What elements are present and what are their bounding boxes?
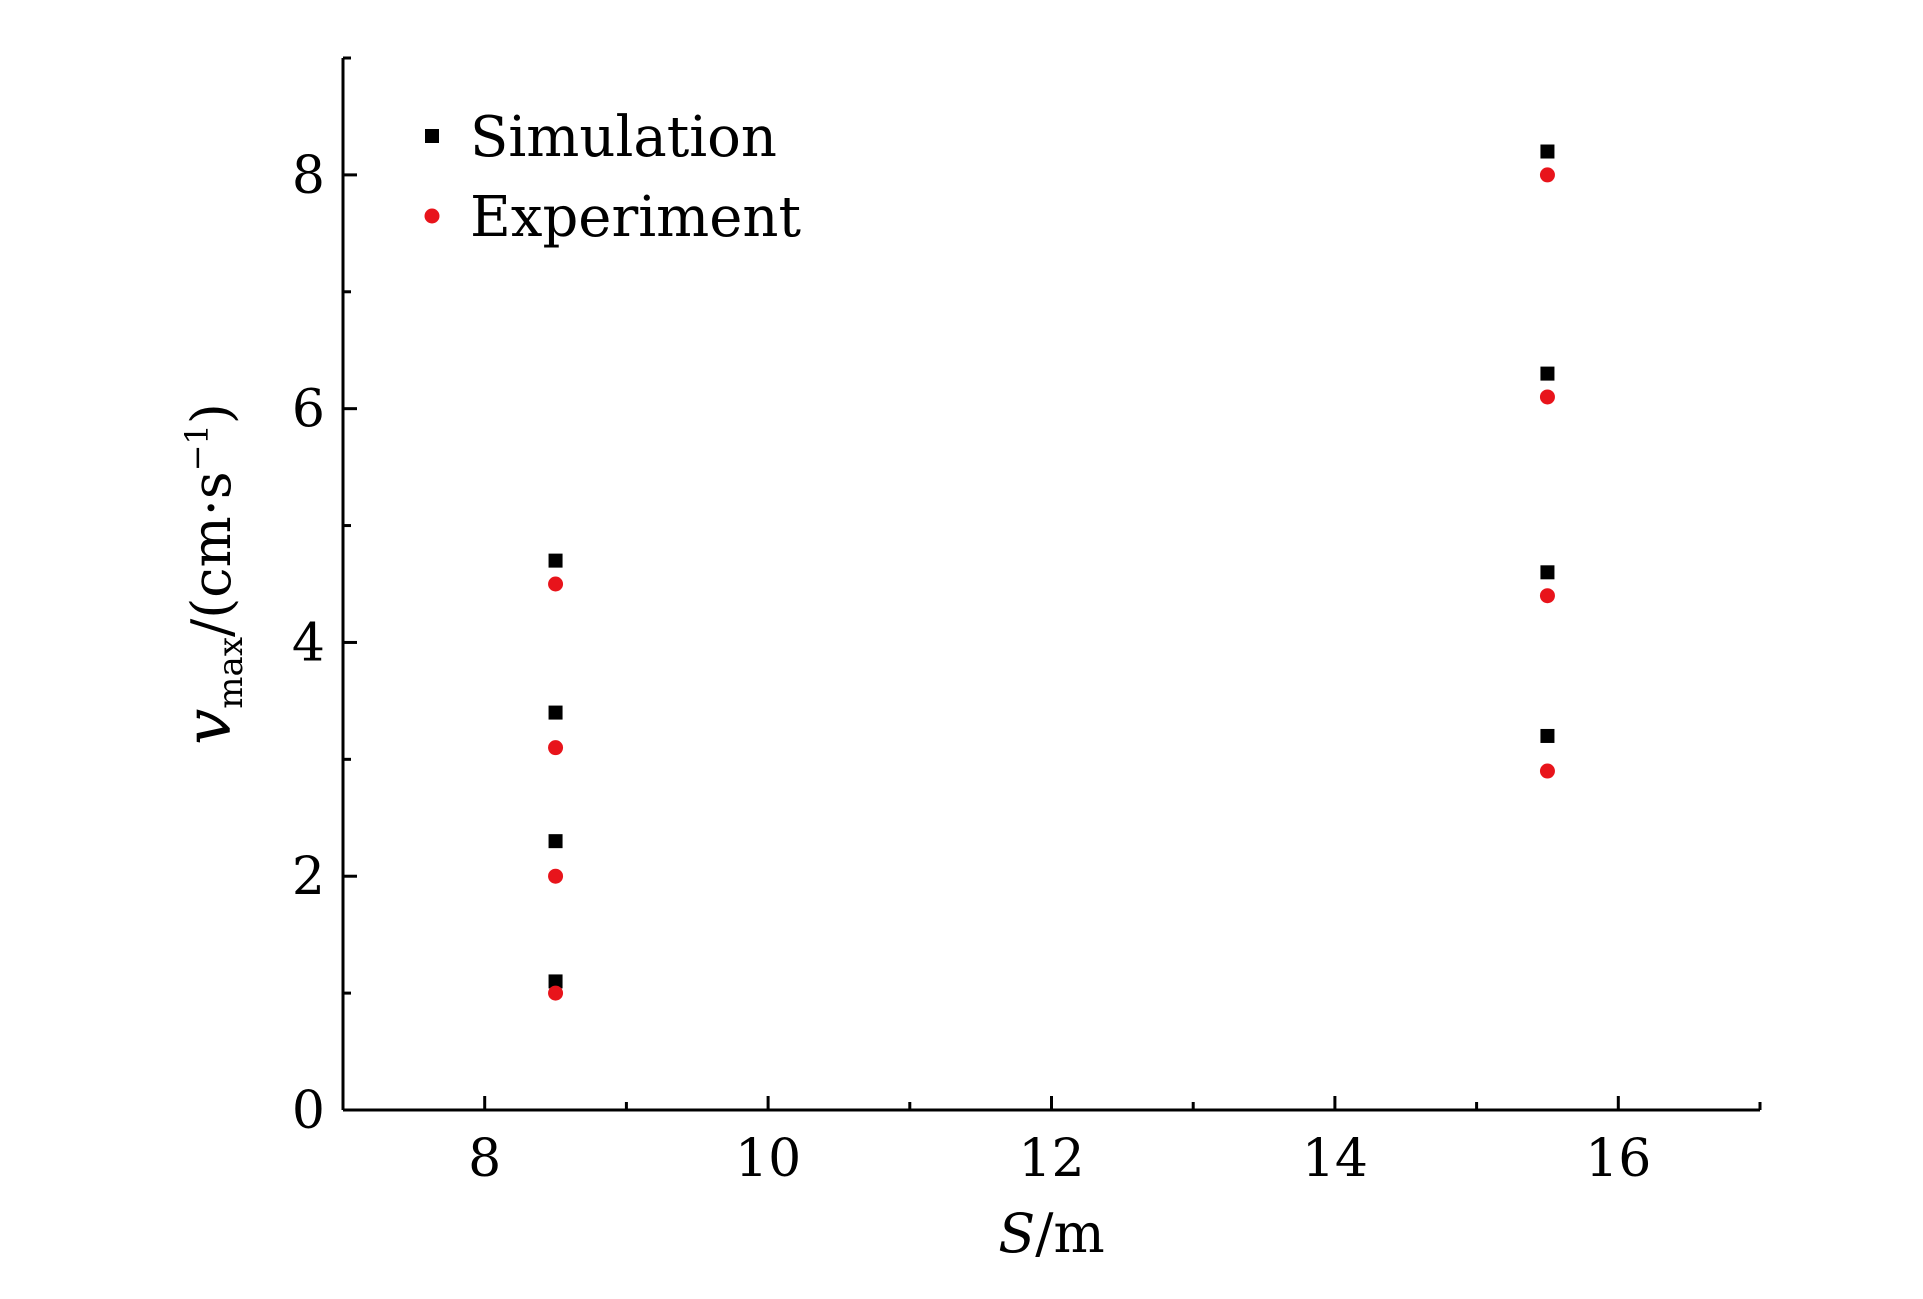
- y-axis-var: v: [172, 709, 246, 745]
- experiment-point: [1539, 389, 1555, 405]
- experiment-point: [1539, 167, 1555, 183]
- x-tick-label: 8: [468, 1129, 501, 1189]
- y-axis-unit-open: /(cm·s: [180, 471, 243, 637]
- experiment-point: [1539, 763, 1555, 779]
- experiment-point: [548, 985, 564, 1001]
- x-tick-label: 14: [1302, 1129, 1368, 1189]
- legend-simulation-marker: [425, 129, 439, 143]
- simulation-point: [1540, 728, 1555, 743]
- legend-experiment-label: Experiment: [470, 185, 801, 250]
- y-tick-label: 6: [292, 380, 325, 440]
- y-tick-label: 2: [292, 847, 325, 907]
- y-tick-label: 8: [292, 146, 325, 206]
- x-tick-label: 10: [735, 1129, 801, 1189]
- x-axis-unit: /m: [1035, 1202, 1104, 1265]
- simulation-point: [548, 974, 563, 989]
- simulation-point: [548, 834, 563, 849]
- experiment-point: [548, 576, 564, 592]
- y-tick-label: 0: [292, 1081, 325, 1141]
- simulation-point: [1540, 144, 1555, 159]
- legend-simulation-label: Simulation: [470, 105, 777, 170]
- experiment-point: [548, 868, 564, 884]
- x-ticks: 8 10 12 14 16: [468, 1096, 1762, 1189]
- legend-experiment-marker: [424, 208, 440, 224]
- y-axis-sub: max: [211, 637, 251, 709]
- y-axis-unit-close: ): [180, 403, 243, 424]
- x-tick-label: 12: [1018, 1129, 1084, 1189]
- y-axis-title: vmax/(cm·s−1): [172, 403, 251, 745]
- data-points: [548, 144, 1555, 1001]
- simulation-point: [1540, 565, 1555, 580]
- simulation-point: [1540, 366, 1555, 381]
- simulation-point: [548, 553, 563, 568]
- simulation-point: [548, 705, 563, 720]
- y-axis-sup: −1: [178, 424, 216, 471]
- axes: 8 10 12 14 16 0 2 4 6 8: [292, 56, 1762, 1189]
- x-axis-title: S/m: [998, 1202, 1104, 1265]
- x-tick-label: 16: [1585, 1129, 1651, 1189]
- experiment-point: [1539, 588, 1555, 604]
- experiment-point: [548, 740, 564, 756]
- y-tick-label: 4: [292, 613, 325, 673]
- y-ticks: 0 2 4 6 8: [292, 56, 357, 1141]
- x-axis-var: S: [998, 1202, 1035, 1265]
- legend: Simulation Experiment: [424, 105, 801, 250]
